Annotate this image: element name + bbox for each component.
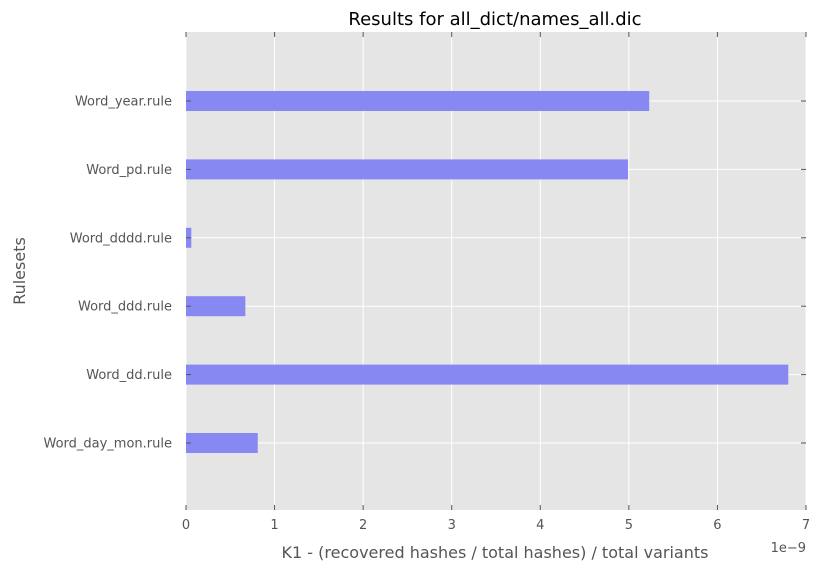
bar	[186, 296, 246, 317]
y-tick-label: Word_pd.rule	[86, 163, 172, 178]
x-tick-label: 5	[625, 518, 633, 533]
bar	[186, 364, 789, 385]
x-tick-label: 1	[270, 518, 278, 533]
y-axis-label: Rulesets	[10, 237, 29, 305]
bar	[186, 91, 650, 111]
x-tick-label: 0	[182, 518, 190, 533]
ticks	[185, 32, 807, 510]
x-tick-label: 2	[359, 518, 367, 533]
plot-area	[186, 32, 806, 510]
y-tick-label: Word_ddd.rule	[78, 300, 172, 315]
bars	[186, 91, 789, 453]
x-tick-label: 6	[713, 518, 721, 533]
y-tick-label: Word_day_mon.rule	[43, 437, 172, 452]
bar	[186, 159, 628, 180]
y-tick-label: Word_dddd.rule	[70, 231, 172, 246]
x-tick-labels: 0 1 2 3 4 5 6 7	[182, 518, 810, 533]
x-tick-label: 4	[536, 518, 544, 533]
x-tick-label: 3	[448, 518, 456, 533]
x-offset-label: 1e−9	[771, 541, 806, 556]
y-tick-labels: Word_year.rule Word_pd.rule Word_dddd.rule…	[43, 95, 172, 452]
y-tick-label: Word_year.rule	[75, 95, 172, 110]
x-axis-label: K1 - (recovered hashes / total hashes) /…	[282, 543, 709, 562]
y-tick-label: Word_dd.rule	[86, 368, 172, 383]
chart-title: Results for all_dict/names_all.dic	[348, 9, 641, 30]
x-tick-label: 7	[802, 518, 810, 533]
bar	[186, 433, 258, 453]
